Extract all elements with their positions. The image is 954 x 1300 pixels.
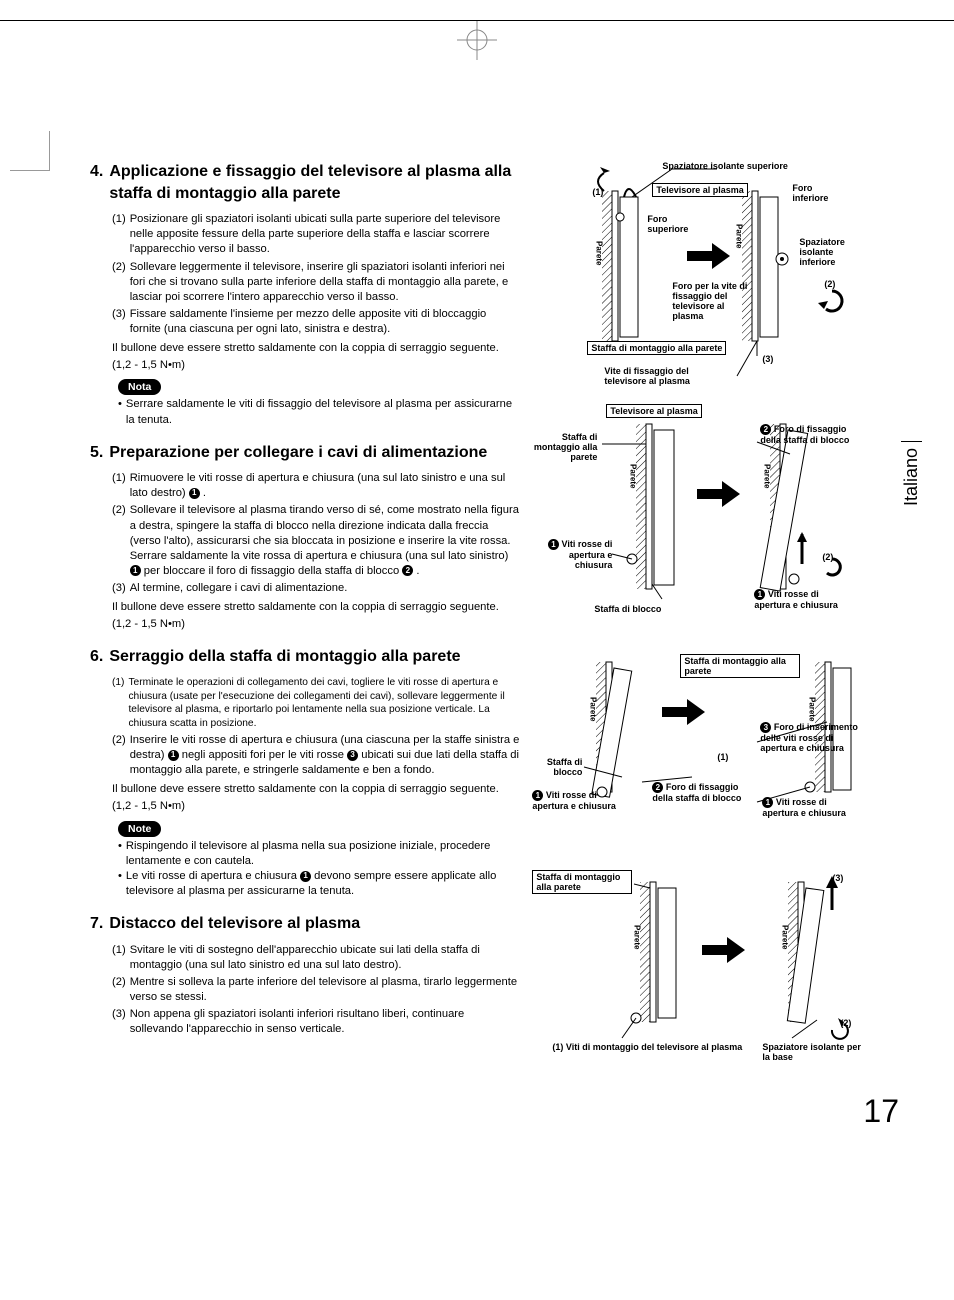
section-6-title: 6. Serraggio della staffa di montaggio a… (90, 646, 520, 668)
s4-note: Serrare saldamente le viti di fissaggio … (126, 397, 520, 427)
s5-torque: (1,2 - 1,5 N•m) (112, 617, 520, 632)
s6-torque: (1,2 - 1,5 N•m) (112, 799, 520, 814)
diagram-4-svg (532, 870, 862, 1070)
diagram-3: Staffa di montaggio alla parete Staffa d… (532, 652, 899, 852)
section-5: 5. Preparazione per collegare i cavi di … (90, 442, 520, 633)
diagram-column: Spaziatore isolante superiore (1) Televi… (532, 161, 899, 1088)
section-6: 6. Serraggio della staffa di montaggio a… (90, 646, 520, 899)
section-7: 7. Distacco del televisore al plasma (1)… (90, 913, 520, 1037)
section-7-title: 7. Distacco del televisore al plasma (90, 913, 520, 935)
note-pill: Note (118, 821, 161, 837)
page-number: 17 (863, 1093, 899, 1130)
crop-mark-tl (10, 131, 50, 171)
page: Italiano 4. Applicazione e fissaggio del… (0, 20, 954, 1148)
diagram-1: Spaziatore isolante superiore (1) Televi… (532, 161, 899, 386)
s4-torque: (1,2 - 1,5 N•m) (112, 358, 520, 373)
s6-followup: Il bullone deve essere stretto saldament… (112, 782, 520, 797)
nota-pill: Nota (118, 379, 161, 395)
s4-followup: Il bullone deve essere stretto saldament… (112, 341, 520, 356)
section-4: 4. Applicazione e fissaggio del televiso… (90, 161, 520, 428)
section-4-title: 4. Applicazione e fissaggio del televiso… (90, 161, 520, 204)
section-5-title: 5. Preparazione per collegare i cavi di … (90, 442, 520, 464)
s6-note1: Rispingendo il televisore al plasma nell… (126, 839, 520, 869)
text-column: 4. Applicazione e fissaggio del televiso… (90, 161, 520, 1088)
diagram-2: Televisore al plasma Staffa di montaggio… (532, 404, 899, 634)
s5-followup: Il bullone deve essere stretto saldament… (112, 600, 520, 615)
language-tab: Italiano (901, 441, 922, 506)
diagram-4: Staffa di montaggio alla parete (3) (2) … (532, 870, 899, 1070)
